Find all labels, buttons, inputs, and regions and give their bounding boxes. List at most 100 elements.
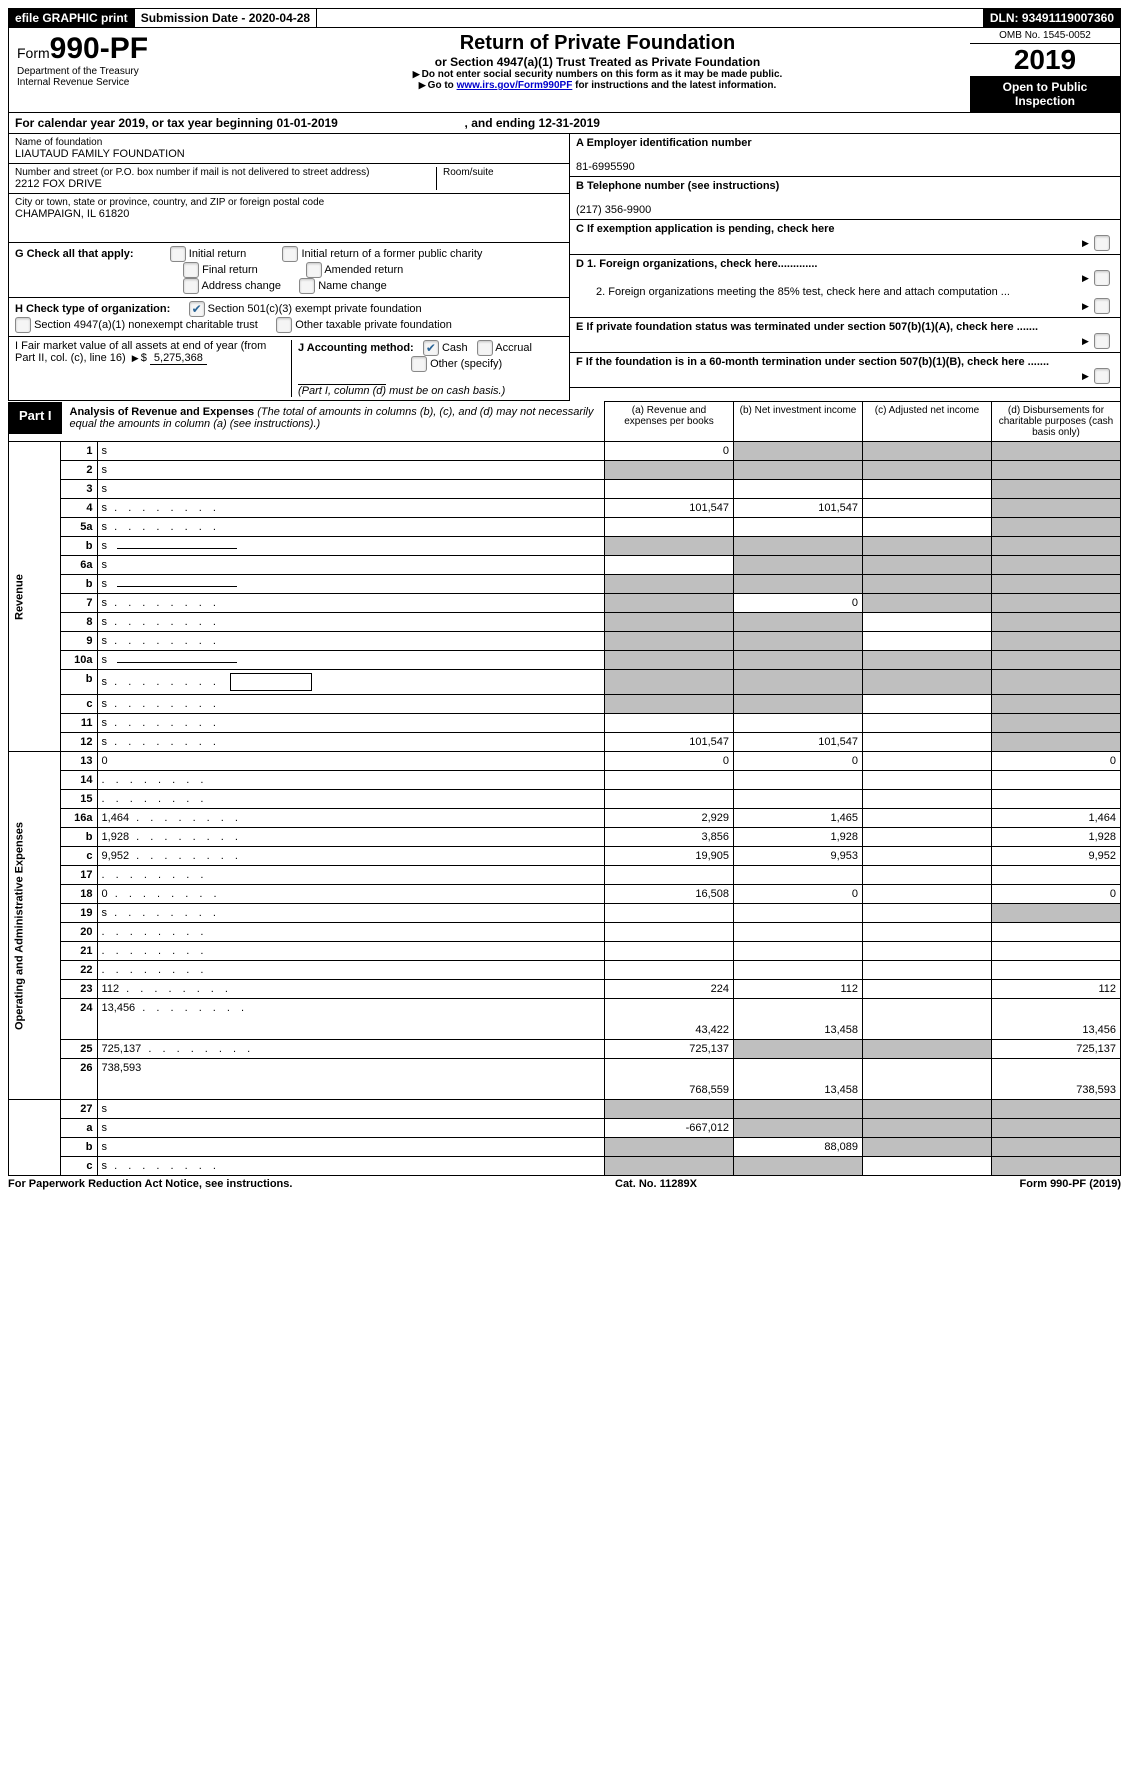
value-cell xyxy=(863,809,992,828)
form-title: Return of Private Foundation xyxy=(229,32,966,55)
line-description: s xyxy=(97,670,604,695)
line-number: 26 xyxy=(60,1059,97,1100)
value-cell xyxy=(992,670,1121,695)
line-number: b xyxy=(60,1138,97,1157)
value-cell xyxy=(734,923,863,942)
header-left: Form990-PF Department of the Treasury In… xyxy=(9,28,225,112)
value-cell xyxy=(734,556,863,575)
value-cell xyxy=(992,1138,1121,1157)
value-cell xyxy=(992,923,1121,942)
value-cell: 0 xyxy=(605,442,734,461)
foundation-name: LIAUTAUD FAMILY FOUNDATION xyxy=(15,148,563,160)
value-cell xyxy=(863,828,992,847)
value-cell xyxy=(863,575,992,594)
form-word: Form xyxy=(17,45,50,61)
value-cell: 13,458 xyxy=(734,999,863,1040)
value-cell xyxy=(605,632,734,651)
table-row: b1,9283,8561,9281,928 xyxy=(9,828,1121,847)
501c3-checkbox[interactable] xyxy=(189,301,205,317)
table-row: 6as xyxy=(9,556,1121,575)
submission-date: Submission Date - 2020-04-28 xyxy=(135,9,317,27)
value-cell xyxy=(734,1100,863,1119)
table-row: 10as xyxy=(9,651,1121,670)
line-number: 24 xyxy=(60,999,97,1040)
table-row: Operating and Administrative Expenses130… xyxy=(9,752,1121,771)
line-number: 4 xyxy=(60,499,97,518)
value-cell xyxy=(605,714,734,733)
part1-title: Analysis of Revenue and Expenses (The to… xyxy=(62,402,604,434)
value-cell xyxy=(605,670,734,695)
60month-checkbox[interactable] xyxy=(1094,368,1110,384)
value-cell: 1,464 xyxy=(992,809,1121,828)
value-cell xyxy=(992,613,1121,632)
value-cell: 0 xyxy=(605,752,734,771)
table-row: 17 xyxy=(9,866,1121,885)
value-cell xyxy=(605,461,734,480)
value-cell xyxy=(992,632,1121,651)
line-description xyxy=(97,771,604,790)
section-c: C If exemption application is pending, c… xyxy=(570,220,1120,255)
4947-checkbox[interactable] xyxy=(15,317,31,333)
note2: Go to www.irs.gov/Form990PF for instruct… xyxy=(229,80,966,91)
value-cell xyxy=(863,771,992,790)
address-change-checkbox[interactable] xyxy=(183,278,199,294)
line-description: s xyxy=(97,632,604,651)
value-cell xyxy=(992,651,1121,670)
other-method-checkbox[interactable] xyxy=(411,356,427,372)
form-header: Form990-PF Department of the Treasury In… xyxy=(8,28,1121,113)
table-row: 27s xyxy=(9,1100,1121,1119)
fmv-label: I Fair market value of all assets at end… xyxy=(15,340,266,364)
line-description: 13,456 xyxy=(97,999,604,1040)
value-cell xyxy=(863,1138,992,1157)
value-cell xyxy=(992,942,1121,961)
value-cell: 768,559 xyxy=(605,1059,734,1100)
value-cell xyxy=(992,442,1121,461)
table-row: 26738,593768,55913,458738,593 xyxy=(9,1059,1121,1100)
table-row: bs xyxy=(9,575,1121,594)
line-description: 112 xyxy=(97,980,604,999)
other-taxable-checkbox[interactable] xyxy=(276,317,292,333)
line-description xyxy=(97,866,604,885)
initial-return-checkbox[interactable] xyxy=(170,246,186,262)
calendar-year-row: For calendar year 2019, or tax year begi… xyxy=(8,113,1121,134)
value-cell xyxy=(863,1040,992,1059)
table-row: 4s101,547101,547 xyxy=(9,499,1121,518)
value-cell xyxy=(734,632,863,651)
terminated-checkbox[interactable] xyxy=(1094,333,1110,349)
line-description: s xyxy=(97,480,604,499)
foreign-org-checkbox[interactable] xyxy=(1094,270,1110,286)
value-cell xyxy=(605,866,734,885)
table-row: 23112224112112 xyxy=(9,980,1121,999)
foreign-85-checkbox[interactable] xyxy=(1094,298,1110,314)
exemption-pending-checkbox[interactable] xyxy=(1094,235,1110,251)
final-return-checkbox[interactable] xyxy=(183,262,199,278)
phone-box: B Telephone number (see instructions) (2… xyxy=(570,177,1120,220)
value-cell xyxy=(992,1119,1121,1138)
table-row: 3s xyxy=(9,480,1121,499)
value-cell xyxy=(734,1040,863,1059)
line-description: s xyxy=(97,499,604,518)
amended-return-checkbox[interactable] xyxy=(306,262,322,278)
value-cell xyxy=(863,695,992,714)
table-row: 5as xyxy=(9,518,1121,537)
line-description: 1,464 xyxy=(97,809,604,828)
value-cell xyxy=(863,1119,992,1138)
section-g: G Check all that apply: Initial return I… xyxy=(9,243,569,298)
table-row: 19s xyxy=(9,904,1121,923)
value-cell: 0 xyxy=(734,594,863,613)
line-description: s xyxy=(97,733,604,752)
line-description: 738,593 xyxy=(97,1059,604,1100)
initial-former-checkbox[interactable] xyxy=(282,246,298,262)
open-inspection: Open to Public Inspection xyxy=(970,76,1120,112)
instructions-link[interactable]: www.irs.gov/Form990PF xyxy=(457,80,573,91)
cash-checkbox[interactable] xyxy=(423,340,439,356)
name-change-checkbox[interactable] xyxy=(299,278,315,294)
value-cell xyxy=(605,575,734,594)
accrual-checkbox[interactable] xyxy=(477,340,493,356)
phone: (217) 356-9900 xyxy=(576,204,651,216)
table-row: 7s0 xyxy=(9,594,1121,613)
city-box: City or town, state or province, country… xyxy=(9,194,569,243)
value-cell xyxy=(863,847,992,866)
table-row: cs xyxy=(9,695,1121,714)
value-cell xyxy=(863,518,992,537)
